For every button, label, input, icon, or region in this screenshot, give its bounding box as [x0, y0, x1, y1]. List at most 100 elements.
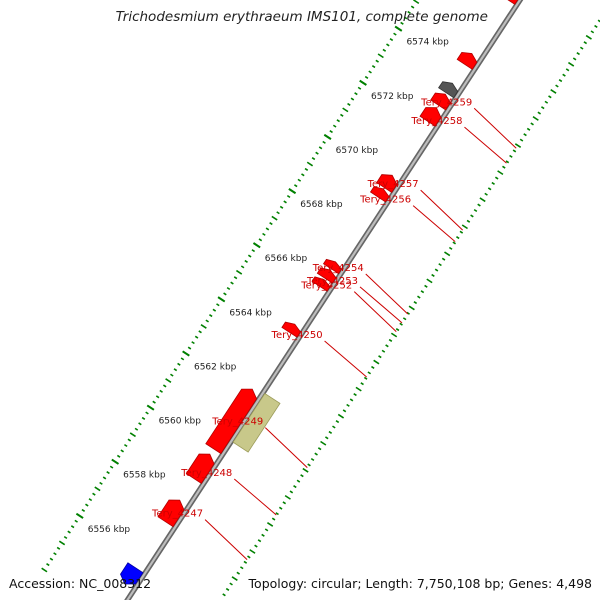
gene-label[interactable]: Tery_4248: [180, 468, 277, 516]
lower-track-tick: [56, 546, 61, 550]
scale-tick: 6562 kbp: [182, 350, 237, 372]
gene-label[interactable]: Tery_4258: [410, 116, 507, 164]
backbone-highlight: [126, 0, 522, 600]
lower-track-tick: [286, 194, 291, 199]
upper-track-tick: [355, 386, 362, 392]
gene-label[interactable]: Tery_4250: [271, 330, 367, 378]
gene-label[interactable]: Tery_4257: [367, 179, 463, 231]
lower-track-tick: [357, 86, 362, 90]
gene-tery-4259[interactable]: [430, 92, 451, 111]
upper-track-tick: [438, 263, 442, 267]
gene-tery-4250[interactable]: [281, 321, 301, 338]
gene-label[interactable]: Tery_4256: [359, 195, 456, 243]
gene-tery-4257[interactable]: [376, 174, 398, 193]
lower-track-tick: [304, 167, 309, 171]
lower-track-tick: [265, 227, 270, 231]
gene-label[interactable]: Tery_4247: [151, 509, 248, 560]
gene-label-text: Tery_4252: [300, 281, 352, 292]
lower-track-tick: [152, 400, 156, 404]
upper-track-tick: [585, 34, 592, 40]
feature-pseudogene[interactable]: [232, 392, 281, 453]
lower-track-tick: [205, 319, 210, 323]
lower-track-tick: [187, 346, 192, 350]
upper-track-tick: [417, 295, 421, 299]
lower-track-tick: [63, 535, 68, 540]
upper-track-tick: [388, 338, 393, 342]
scale-tick: 6558 kbp: [111, 458, 166, 481]
upper-track-tick: [307, 463, 311, 467]
feature-gene[interactable]: [500, 0, 520, 5]
gene-tery-4258[interactable]: [419, 107, 442, 127]
feature-gene[interactable]: [456, 51, 478, 70]
accession-label: Accession:: [9, 576, 76, 591]
gene-tery-4256[interactable]: [369, 186, 390, 203]
upper-track-tick: [408, 305, 415, 311]
upper-track-tick: [576, 51, 580, 56]
lower-track-tick: [297, 178, 302, 182]
upper-track-tick: [523, 133, 527, 137]
upper-track-tick: [456, 236, 460, 240]
upper-track-tick: [225, 587, 230, 591]
upper-track-tick: [424, 284, 428, 288]
gene-tery-4249[interactable]: [205, 388, 258, 455]
leader-line: [365, 273, 409, 315]
upper-track-tick: [452, 241, 457, 245]
gene-tery-4252[interactable]: [311, 276, 331, 292]
gene-label[interactable]: Tery_4253: [306, 276, 403, 324]
lower-track-tick: [235, 269, 243, 275]
lower-track-tick: [244, 259, 248, 263]
lower-track-tick: [123, 443, 128, 448]
upper-track-tick: [337, 413, 345, 419]
upper-track-tick: [399, 322, 403, 326]
upper-track-tick: [509, 154, 513, 158]
upper-track-tick: [512, 149, 517, 153]
upper-track-tick: [266, 522, 274, 527]
lower-track-tick: [389, 37, 394, 42]
upper-track-tick: [540, 106, 545, 110]
feature-rna[interactable]: [120, 562, 144, 585]
gene-tery-4253[interactable]: [316, 267, 337, 284]
length-label: Length:: [365, 576, 413, 591]
gene-label-text: Tery_4259: [420, 97, 472, 108]
upper-track-tick: [544, 100, 549, 104]
upper-track-tick: [565, 68, 570, 72]
topology-label: Topology:: [248, 576, 308, 591]
gene-label[interactable]: Tery_4254: [312, 263, 409, 315]
lower-track-tick: [81, 508, 86, 512]
feature-other[interactable]: [438, 81, 459, 99]
gene-tery-4248[interactable]: [185, 453, 215, 484]
gene-label-text: Tery_4256: [359, 195, 411, 206]
gene-tery-4254[interactable]: [322, 258, 342, 275]
leader-line: [359, 286, 403, 324]
lower-track-tick: [165, 378, 172, 383]
scale-tick-label: 6572 kbp: [371, 92, 414, 102]
upper-track-tick: [502, 165, 506, 169]
leader-line: [324, 340, 367, 378]
length-value: 7,750,108 bp: [416, 576, 501, 591]
upper-track-tick: [444, 251, 451, 257]
upper-track-tick: [426, 278, 433, 284]
lower-track-tick: [180, 357, 185, 361]
upper-track-tick: [597, 19, 600, 23]
gene-tery-4247[interactable]: [157, 499, 185, 528]
lower-track-tick: [170, 373, 174, 377]
gene-label[interactable]: Tery_4259: [420, 97, 517, 149]
lower-track-tick: [198, 330, 202, 334]
upper-track-tick: [572, 57, 577, 61]
lower-track-tick: [368, 70, 372, 74]
upper-track-tick: [300, 474, 304, 478]
lower-track-tick: [106, 471, 110, 475]
lower-track-tick: [407, 10, 411, 15]
upper-track-tick: [324, 436, 329, 440]
lower-track-tick: [364, 75, 369, 79]
gene-label[interactable]: Tery_4252: [300, 281, 397, 332]
upper-track-tick: [590, 30, 595, 34]
gene-label[interactable]: Tery_4249: [211, 417, 308, 468]
scale-tick-label: 6564 kbp: [229, 308, 272, 318]
scale-tick: 6566 kbp: [252, 242, 307, 264]
upper-track-tick: [413, 300, 418, 305]
lower-track-tick: [377, 53, 384, 59]
lower-track-tick: [92, 492, 96, 496]
lower-track-tick: [173, 368, 178, 372]
lower-track-tick: [145, 411, 149, 415]
